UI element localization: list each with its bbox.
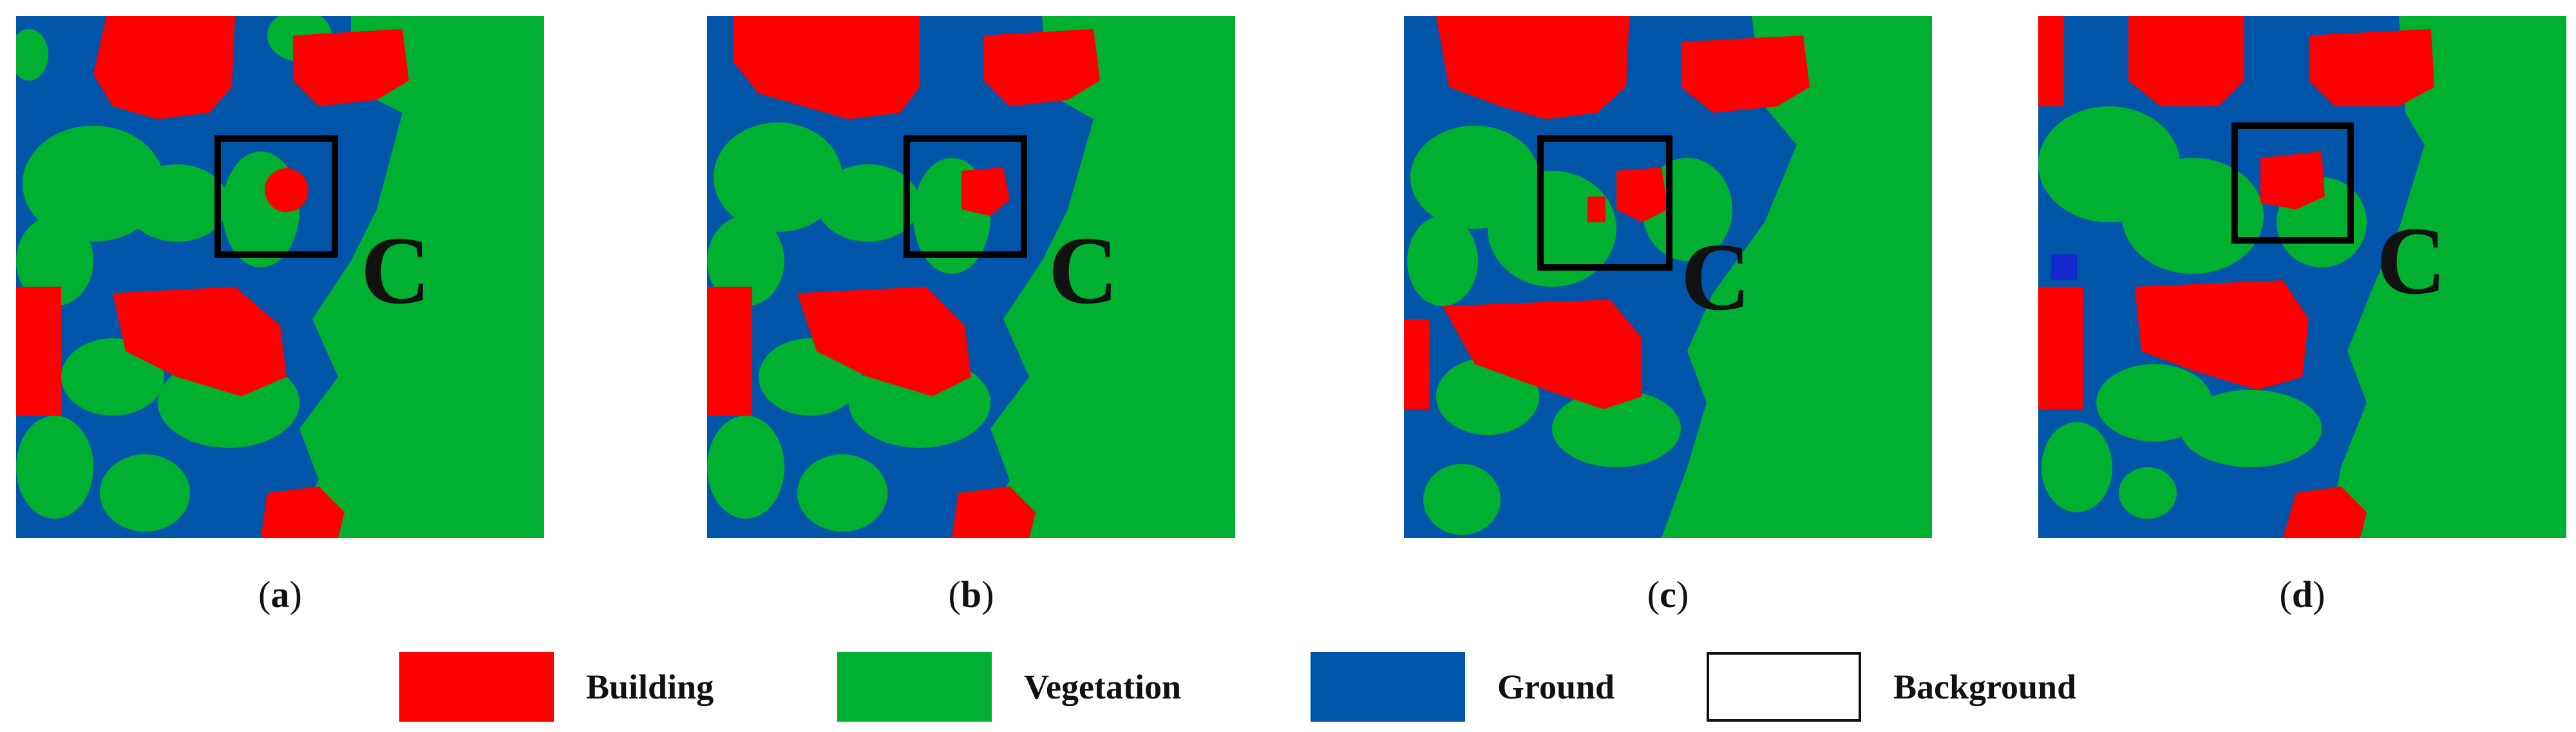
legend-swatch-vegetation (837, 652, 992, 722)
legend-item-background: Background (1707, 651, 2076, 723)
marker-c-label: C (1681, 224, 1750, 331)
marker-c-label: C (361, 217, 430, 324)
legend: Building Vegetation Ground Background (0, 651, 2576, 723)
panel-a-classification-map: C (16, 16, 544, 538)
legend-label: Background (1893, 668, 2077, 706)
panel-d-caption: (d) (2279, 573, 2325, 615)
legend-label: Building (586, 668, 714, 706)
legend-item-building: Building (399, 651, 714, 723)
legend-label: Ground (1497, 668, 1615, 706)
legend-label: Vegetation (1024, 668, 1181, 706)
legend-item-vegetation: Vegetation (837, 651, 1181, 723)
panel-c-map-image: C (1404, 16, 1932, 538)
panel-a-caption: (a) (258, 573, 302, 615)
highlight-box (1537, 135, 1672, 271)
legend-swatch-building (399, 652, 554, 722)
legend-swatch-ground (1311, 652, 1465, 722)
highlight-box (214, 135, 338, 258)
panel-c-classification-map: C (1404, 16, 1932, 538)
panel-c-caption: (c) (1647, 573, 1689, 615)
panel-a-map-image: C (16, 16, 544, 538)
panel-b-map-image: C (707, 16, 1235, 538)
legend-item-ground: Ground (1311, 651, 1615, 723)
marker-c-label: C (2376, 207, 2446, 314)
legend-swatch-background (1707, 652, 1861, 722)
marker-c-label: C (1048, 217, 1118, 324)
highlight-box (904, 135, 1027, 258)
panel-b-caption: (b) (948, 573, 994, 615)
panel-d-map-image: C (2038, 16, 2566, 538)
highlight-box (2231, 122, 2354, 244)
panel-d-classification-map: C (2038, 16, 2566, 538)
panel-b-classification-map: C (707, 16, 1235, 538)
